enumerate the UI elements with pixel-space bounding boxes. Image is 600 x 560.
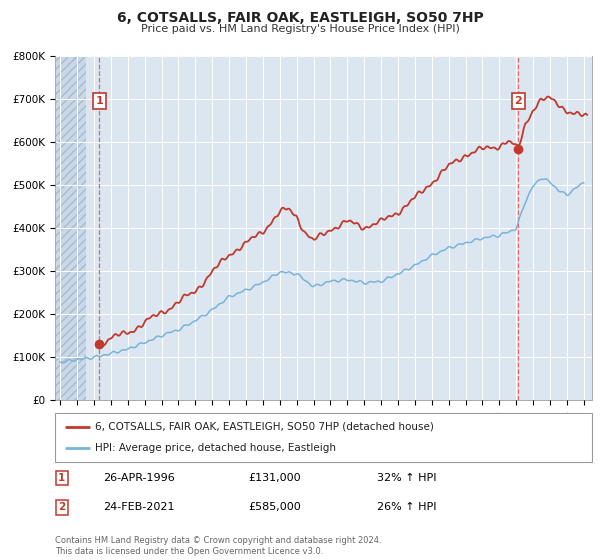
Text: HPI: Average price, detached house, Eastleigh: HPI: Average price, detached house, East… [95, 443, 337, 453]
Text: 32% ↑ HPI: 32% ↑ HPI [377, 473, 437, 483]
Text: 26-APR-1996: 26-APR-1996 [104, 473, 175, 483]
Text: Price paid vs. HM Land Registry's House Price Index (HPI): Price paid vs. HM Land Registry's House … [140, 24, 460, 34]
Text: 1: 1 [58, 473, 65, 483]
Text: 6, COTSALLS, FAIR OAK, EASTLEIGH, SO50 7HP (detached house): 6, COTSALLS, FAIR OAK, EASTLEIGH, SO50 7… [95, 422, 434, 432]
Text: 2: 2 [514, 96, 522, 106]
Bar [55, 56, 86, 400]
Text: 1: 1 [95, 96, 103, 106]
Text: 26% ↑ HPI: 26% ↑ HPI [377, 502, 437, 512]
Text: 6, COTSALLS, FAIR OAK, EASTLEIGH, SO50 7HP: 6, COTSALLS, FAIR OAK, EASTLEIGH, SO50 7… [116, 11, 484, 25]
Text: £585,000: £585,000 [248, 502, 301, 512]
Text: £131,000: £131,000 [248, 473, 301, 483]
Text: Contains HM Land Registry data © Crown copyright and database right 2024.
This d: Contains HM Land Registry data © Crown c… [55, 536, 382, 556]
Text: 2: 2 [58, 502, 65, 512]
Text: 24-FEB-2021: 24-FEB-2021 [104, 502, 175, 512]
